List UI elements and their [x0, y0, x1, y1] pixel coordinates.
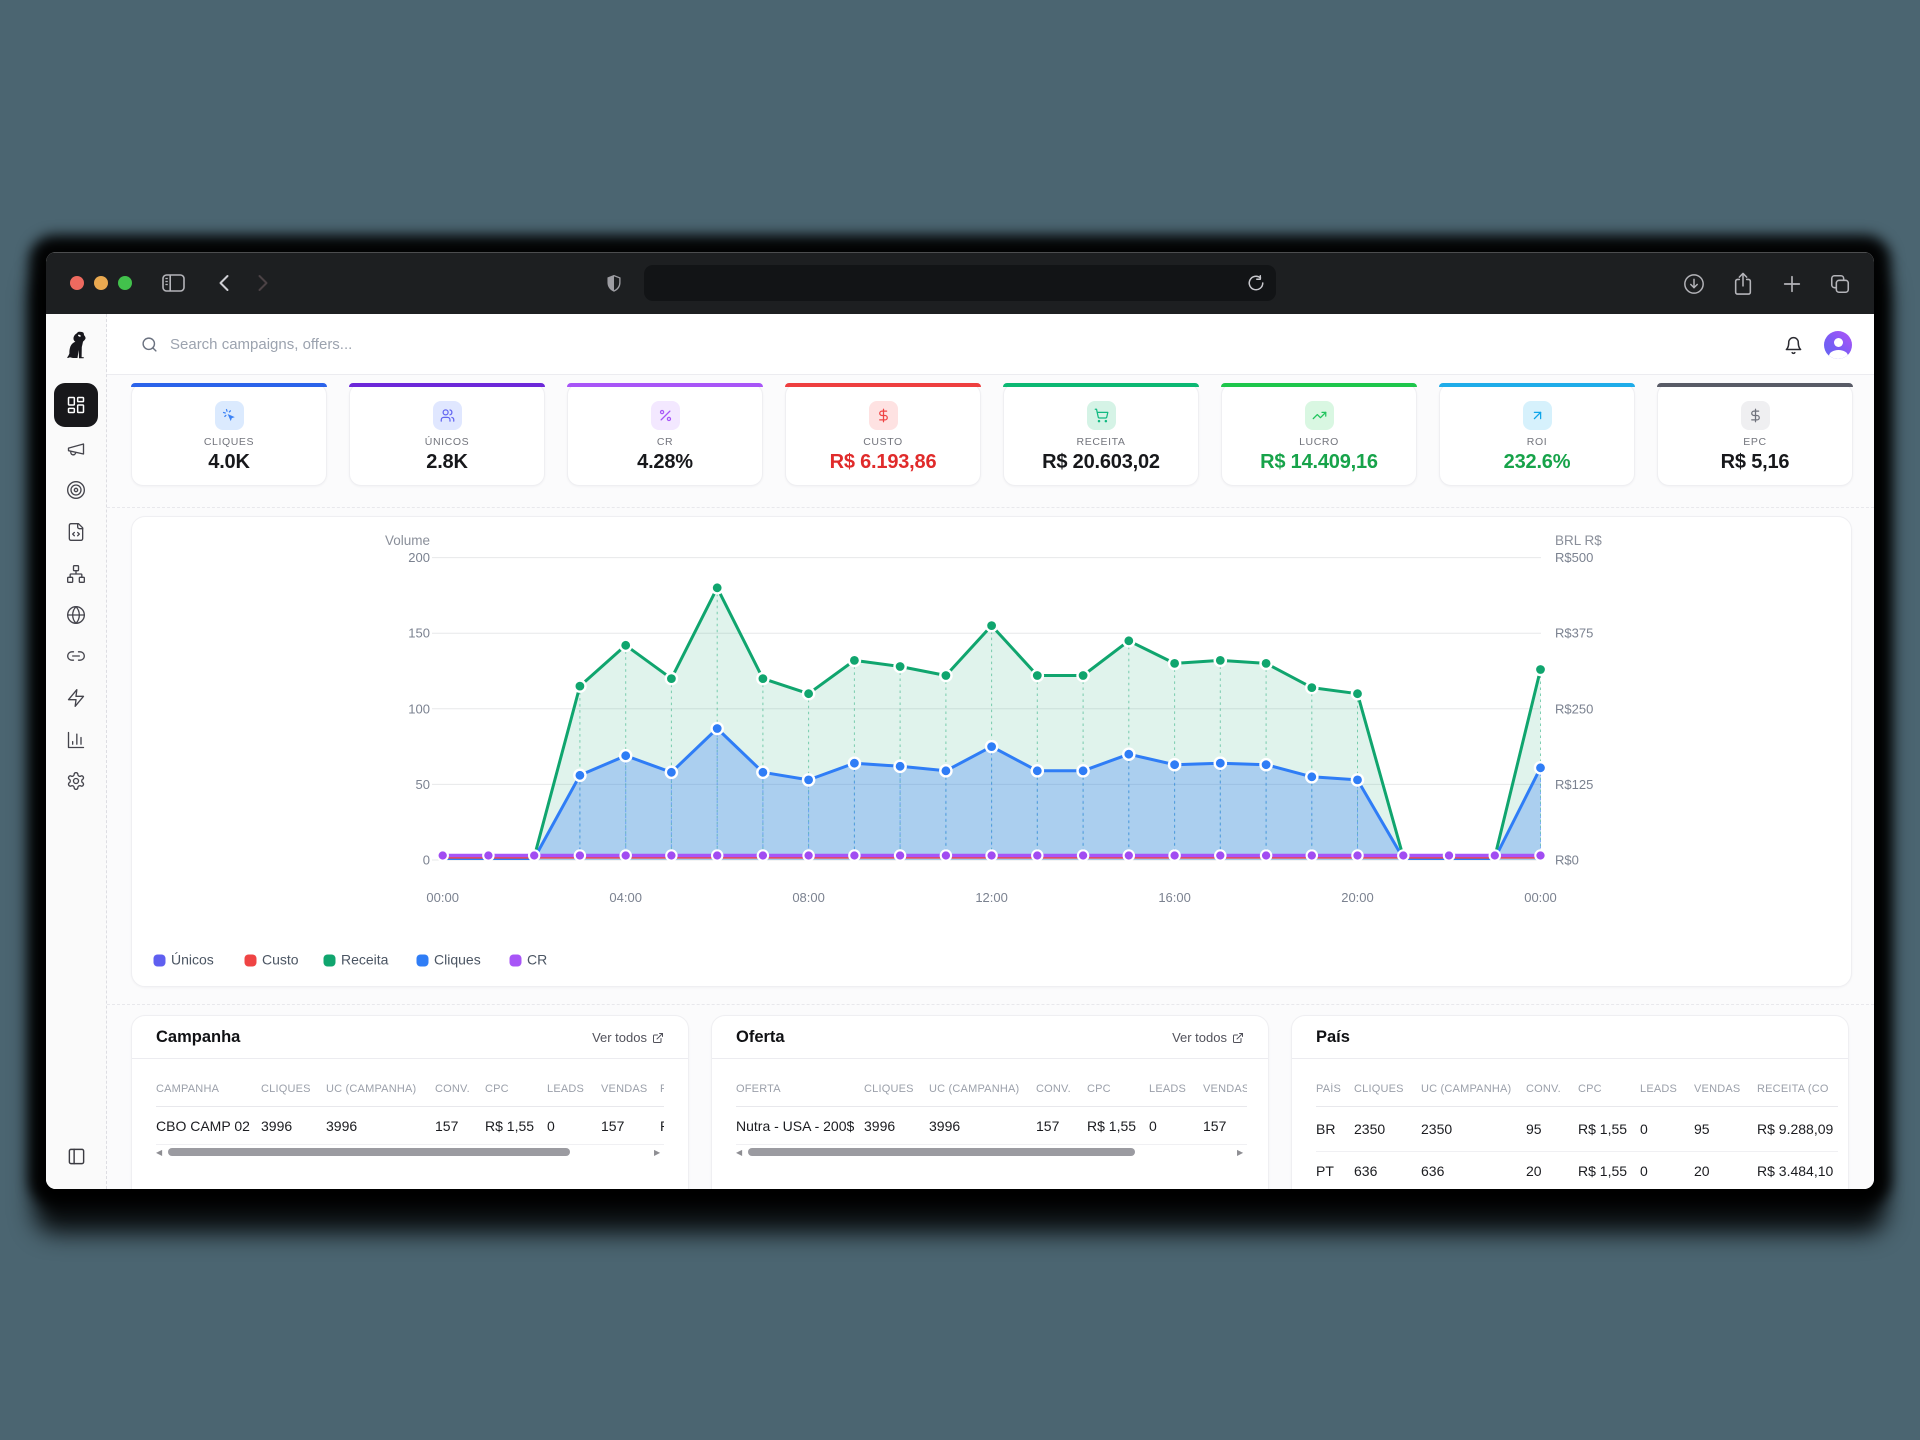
svg-text:16:00: 16:00	[1158, 890, 1191, 905]
svg-text:R$375: R$375	[1555, 626, 1593, 641]
svg-text:BRL R$: BRL R$	[1555, 533, 1602, 548]
svg-text:R$0: R$0	[1555, 853, 1579, 868]
svg-text:R$125: R$125	[1555, 777, 1593, 792]
svg-text:Receita: Receita	[341, 952, 389, 968]
svg-text:Cliques: Cliques	[434, 952, 481, 968]
svg-text:150: 150	[408, 626, 430, 641]
svg-text:00:00: 00:00	[426, 890, 459, 905]
svg-text:R$250: R$250	[1555, 701, 1593, 716]
svg-text:04:00: 04:00	[609, 890, 642, 905]
svg-text:20:00: 20:00	[1341, 890, 1374, 905]
svg-text:CR: CR	[527, 952, 547, 968]
svg-text:200: 200	[408, 550, 430, 565]
svg-text:08:00: 08:00	[792, 890, 825, 905]
svg-text:Únicos: Únicos	[171, 952, 214, 968]
svg-text:50: 50	[416, 777, 430, 792]
svg-text:0: 0	[423, 853, 430, 868]
svg-text:R$500: R$500	[1555, 550, 1593, 565]
svg-text:12:00: 12:00	[975, 890, 1008, 905]
svg-text:100: 100	[408, 701, 430, 716]
svg-text:Custo: Custo	[262, 952, 299, 968]
svg-text:00:00: 00:00	[1524, 890, 1557, 905]
svg-text:Volume: Volume	[385, 533, 430, 548]
